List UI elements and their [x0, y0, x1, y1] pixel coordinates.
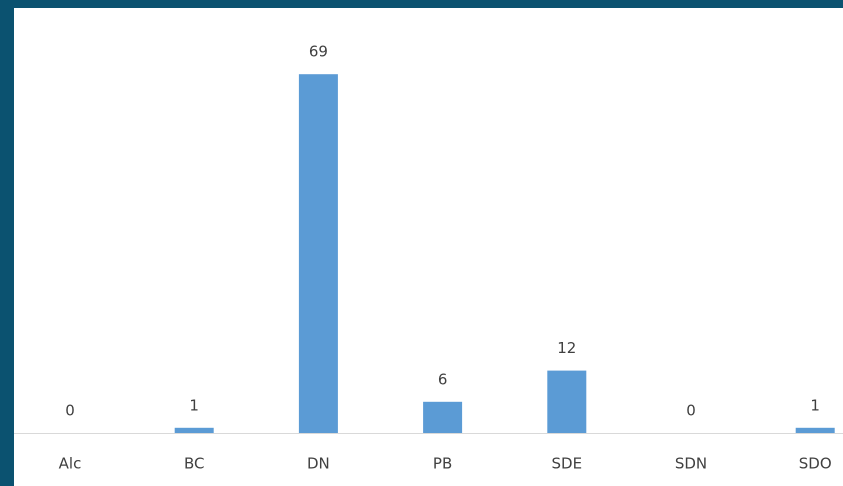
bar	[298, 74, 338, 433]
data-label: 1	[810, 396, 820, 414]
x-tick-label: PB	[433, 455, 452, 473]
bar	[174, 427, 214, 433]
data-label: 6	[438, 370, 448, 388]
data-label: 12	[557, 339, 576, 357]
x-tick-label: DN	[307, 455, 330, 473]
data-label: 0	[686, 402, 696, 420]
bar	[423, 401, 463, 433]
data-label: 1	[189, 396, 199, 414]
x-tick-label: BC	[184, 455, 205, 473]
x-tick-label: SDE	[552, 455, 583, 473]
bar	[547, 370, 587, 433]
data-label: 69	[309, 43, 328, 61]
x-tick-label: SDO	[799, 455, 832, 473]
x-tick-label: Alc	[59, 455, 82, 473]
x-tick-label: SDN	[675, 455, 707, 473]
data-label: 0	[65, 402, 75, 420]
bar	[795, 427, 835, 433]
